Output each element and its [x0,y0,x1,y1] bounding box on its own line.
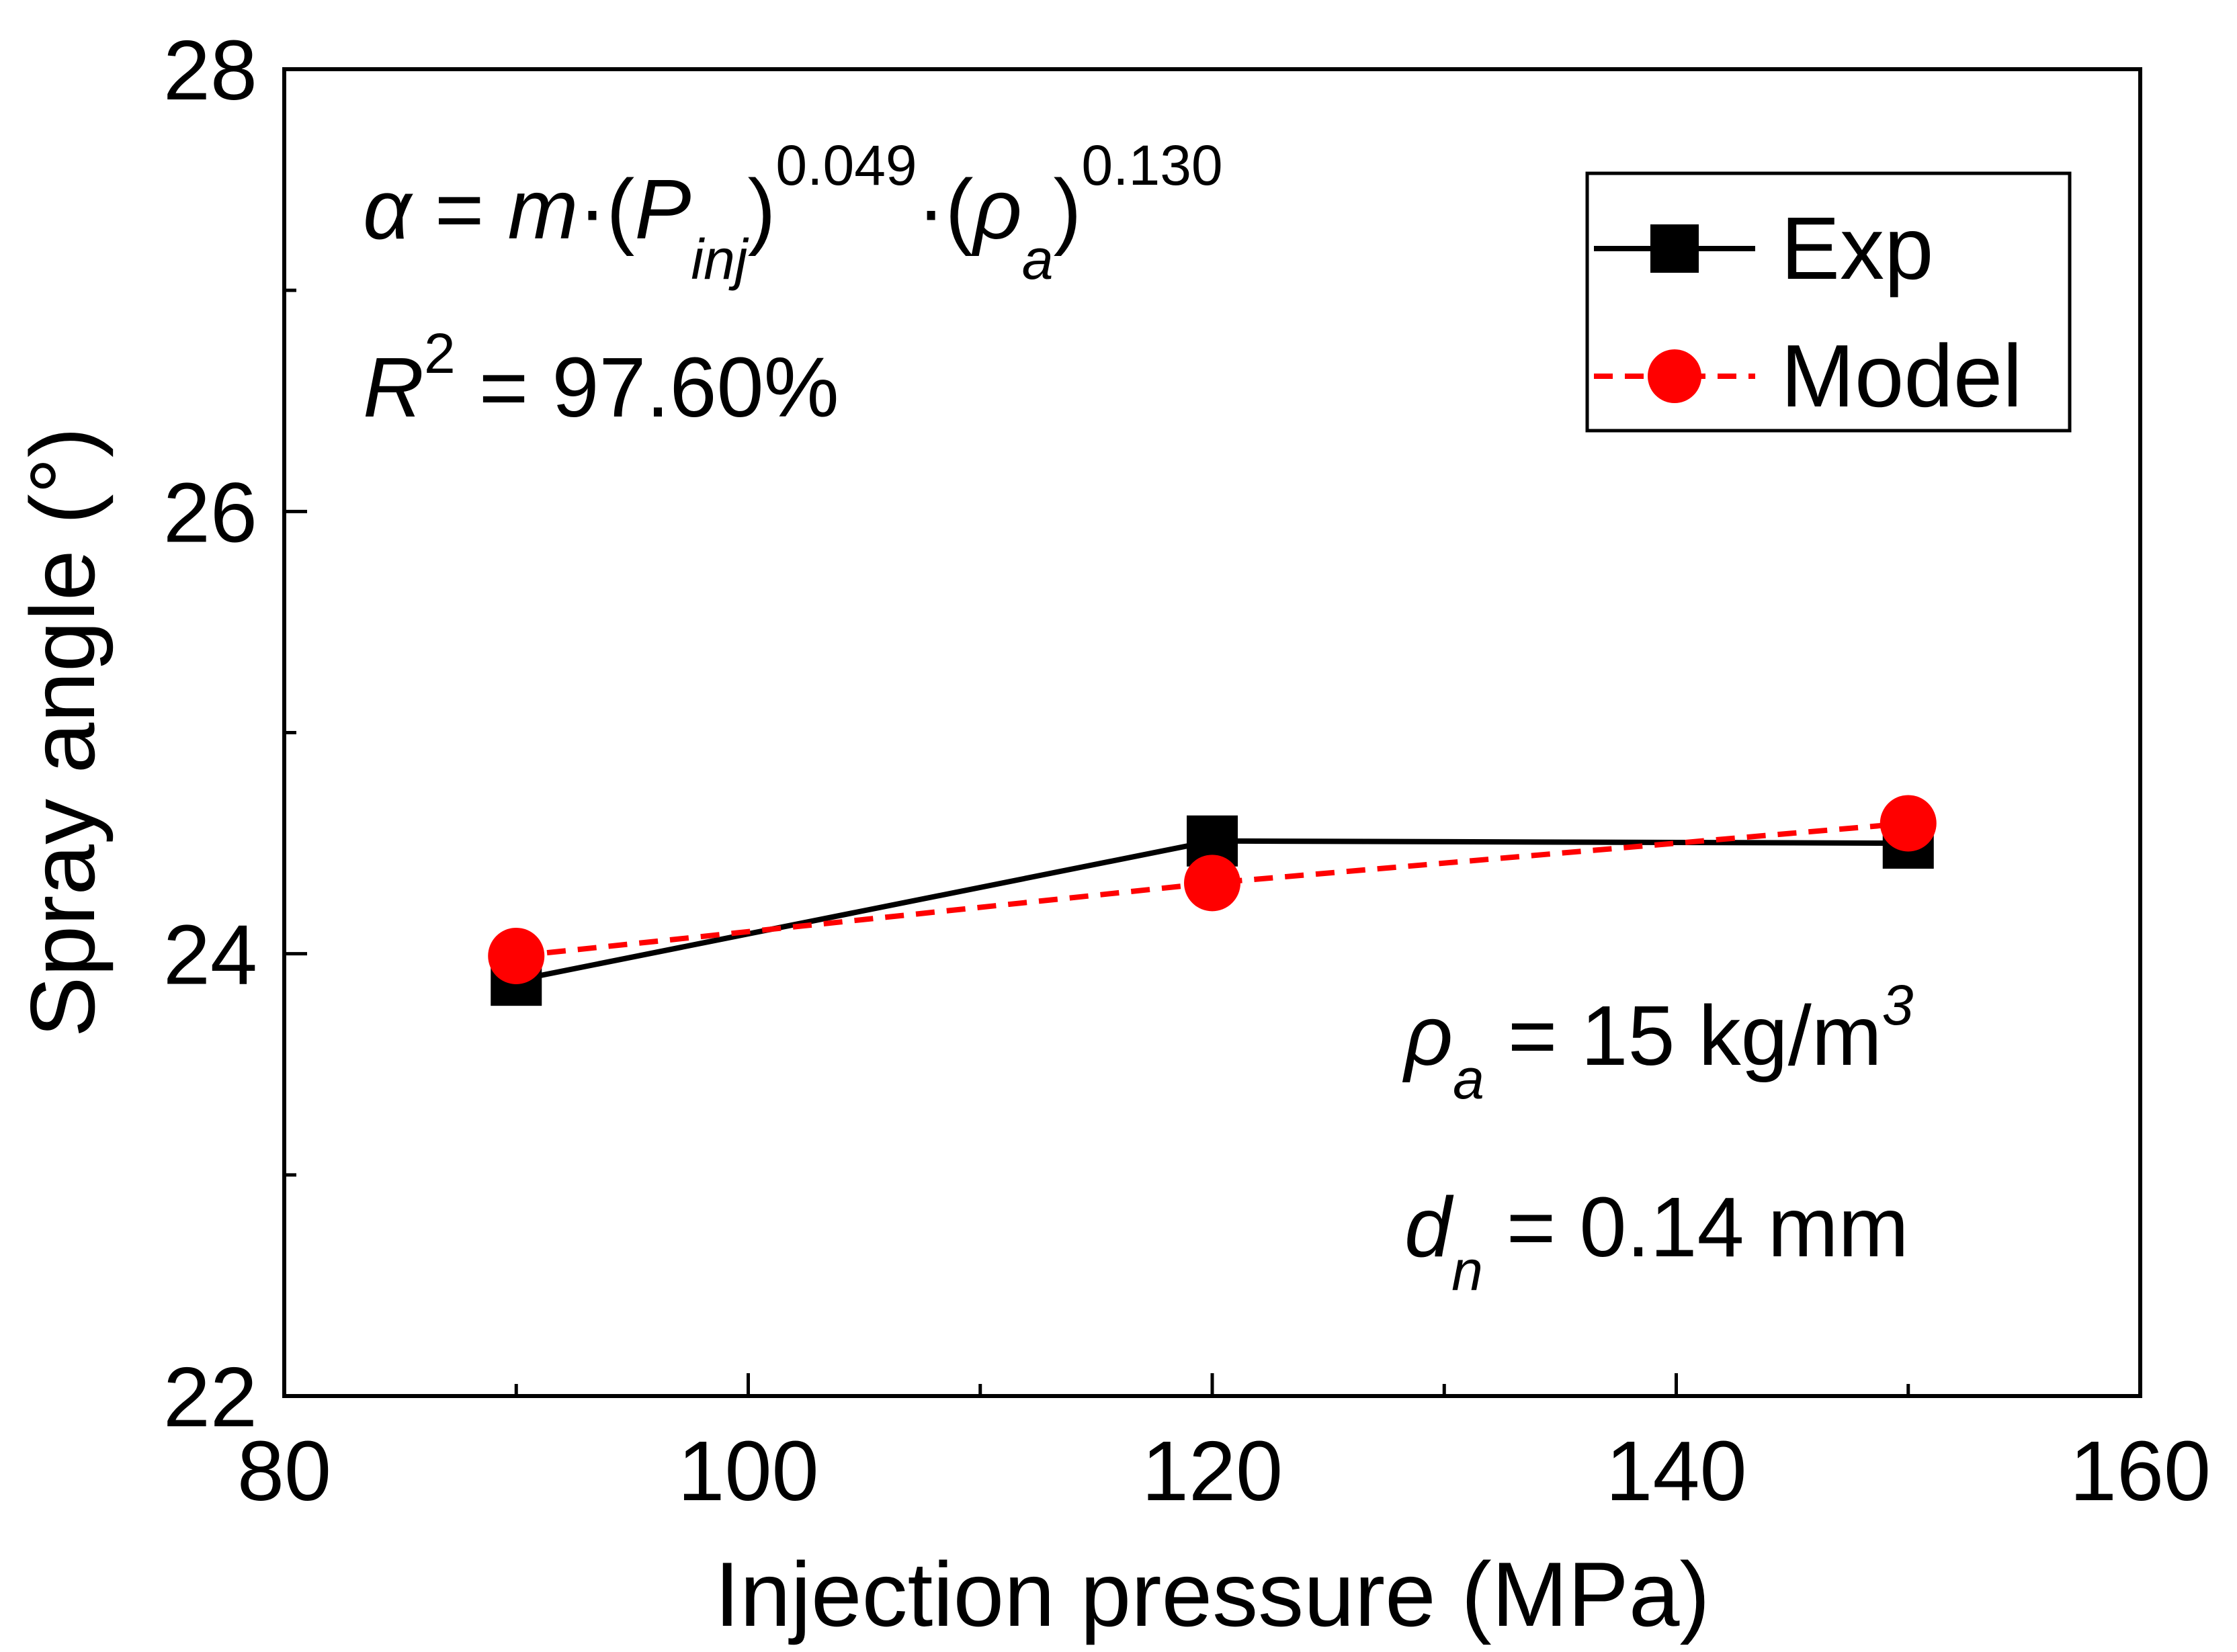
x-tick-label: 140 [1605,1424,1746,1518]
y-tick-label: 22 [163,1350,257,1444]
y-axis-title: Spray angle (°) [11,427,114,1038]
legend-model-label: Model [1781,327,2023,425]
axis-ticks: 80 100 120 140 160 22 24 26 28 [163,23,2211,1518]
density-annotation: ρa = 15 kg/m3 [1402,973,1913,1111]
legend: Exp Model [1585,171,2072,433]
x-tick-label: 100 [677,1424,818,1518]
nozzle-diameter-annotation: dn = 0.14 mm [1404,1180,1909,1302]
legend-exp-marker [1650,224,1699,273]
y-tick-label: 26 [163,465,257,560]
x-axis-title: Injection pressure (MPa) [714,1543,1710,1645]
data-point-model [1184,855,1240,912]
x-tick-label: 160 [2070,1424,2211,1518]
x-tick-label: 120 [1142,1424,1283,1518]
data-point-model [1880,795,1937,852]
series-layer [488,795,1937,1006]
y-tick-label: 24 [163,908,257,1002]
data-point-model [488,927,545,984]
x-tick-label: 80 [237,1424,331,1518]
r-squared-annotation: R2 = 97.60% [363,322,839,435]
y-tick-label: 28 [163,23,257,118]
equation-annotation: α = m·(Pinj)0.049·(ρa)0.130 [363,134,1223,291]
series-line-model [515,820,1909,959]
legend-exp-label: Exp [1781,199,1933,298]
legend-model-marker [1648,349,1701,403]
